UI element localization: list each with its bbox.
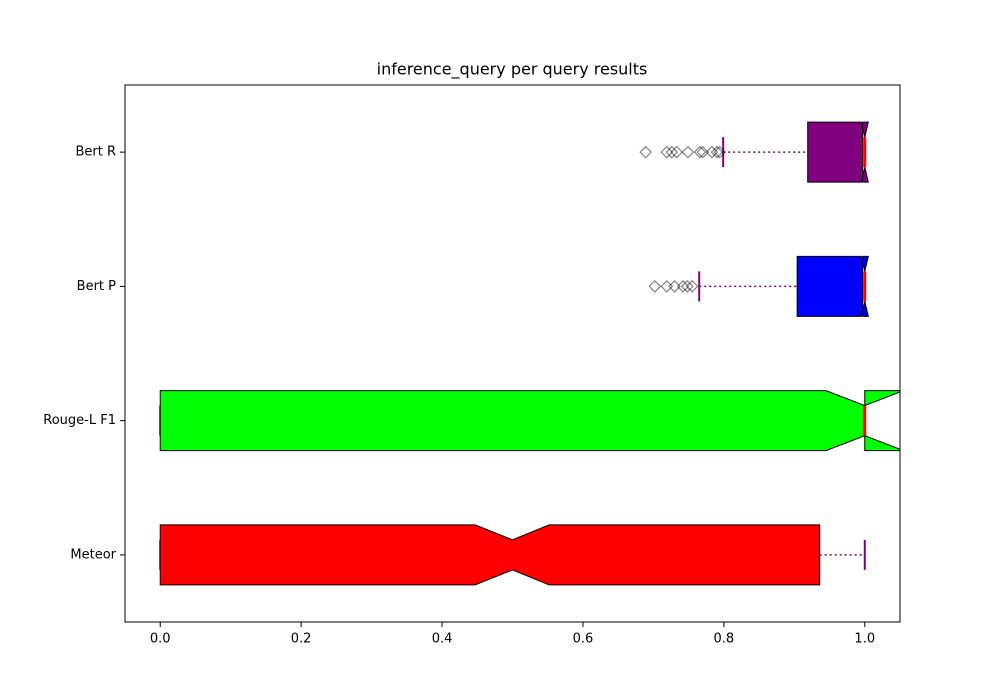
x-tick-label: 0.6 xyxy=(573,632,594,647)
box xyxy=(159,390,900,452)
box xyxy=(796,255,869,317)
flier xyxy=(668,280,681,293)
flier xyxy=(713,145,726,159)
chart-title: inference_query per query results xyxy=(377,60,648,80)
plot-area xyxy=(159,121,900,586)
flier xyxy=(685,280,699,293)
flier xyxy=(676,280,690,293)
x-tick-label: 0.8 xyxy=(714,632,735,647)
flier xyxy=(681,145,695,159)
flier xyxy=(648,280,662,293)
flier xyxy=(693,145,707,159)
box xyxy=(159,524,821,586)
flier xyxy=(660,145,674,159)
flier xyxy=(710,145,724,159)
plot-frame xyxy=(124,84,901,623)
flier xyxy=(696,145,710,159)
y-tick-label: Rouge-L F1 xyxy=(43,413,116,428)
x-tick-label: 0.2 xyxy=(291,632,312,647)
x-tick-label: 1.0 xyxy=(854,632,875,647)
x-tick-label: 0.4 xyxy=(432,632,453,647)
flier xyxy=(705,145,719,159)
y-tick-label: Bert R xyxy=(75,145,116,160)
flier xyxy=(680,280,694,293)
flier xyxy=(665,145,679,159)
flier xyxy=(639,145,653,159)
flier xyxy=(660,280,674,293)
y-tick-label: Meteor xyxy=(70,547,116,562)
box xyxy=(807,121,869,183)
y-tick-label: Bert P xyxy=(77,279,116,294)
x-tick-label: 0.0 xyxy=(150,632,171,647)
